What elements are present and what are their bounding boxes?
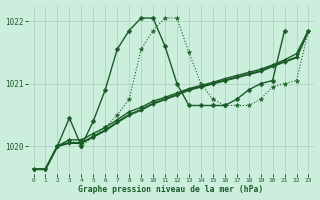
X-axis label: Graphe pression niveau de la mer (hPa): Graphe pression niveau de la mer (hPa)	[78, 185, 264, 194]
